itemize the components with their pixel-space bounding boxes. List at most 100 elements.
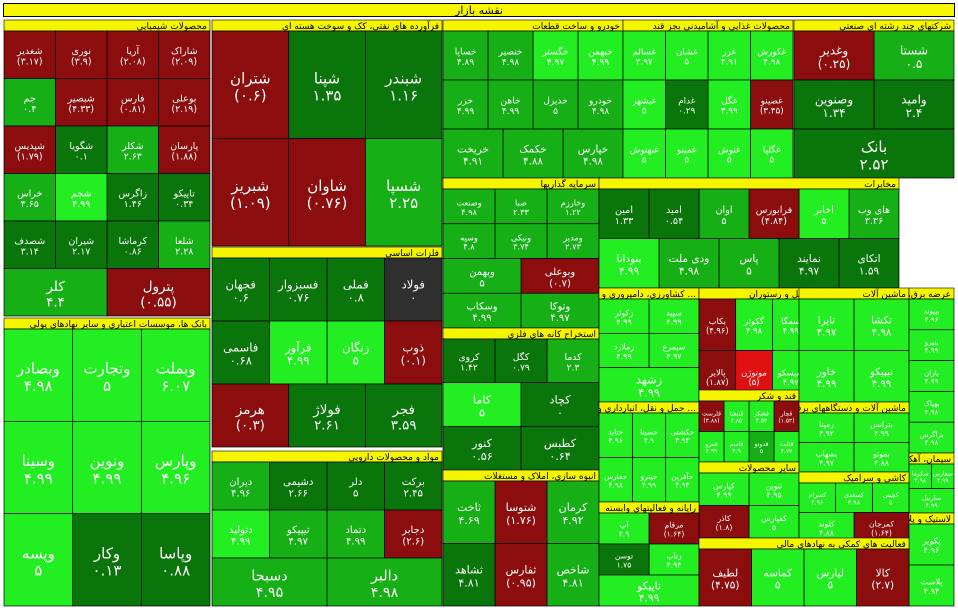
- tile-rect[interactable]: [750, 79, 794, 130]
- tile-rect[interactable]: [665, 128, 709, 179]
- tile-rect[interactable]: [3, 78, 56, 127]
- tile-rect[interactable]: [3, 513, 74, 607]
- tile-rect[interactable]: [748, 188, 800, 239]
- tile-rect[interactable]: [853, 412, 910, 443]
- tile-ذوب[interactable]: ذوب(۰.۱): [384, 320, 443, 385]
- tile-rect[interactable]: [326, 557, 443, 607]
- tile-rect[interactable]: [520, 292, 600, 329]
- tile-rect[interactable]: [502, 128, 564, 179]
- tile-rect[interactable]: [838, 238, 900, 289]
- tile-نوری[interactable]: نوری(۳.۹): [55, 30, 108, 79]
- tile-rect[interactable]: [598, 412, 633, 458]
- tile-rect[interactable]: [442, 382, 522, 427]
- tile-rect[interactable]: [140, 513, 211, 607]
- tile-rect[interactable]: [158, 125, 211, 174]
- tile-rect[interactable]: [3, 30, 56, 79]
- tile-rect[interactable]: [748, 400, 775, 432]
- tile-آپ[interactable]: آپ۴.۹: [598, 512, 650, 545]
- tile-rect[interactable]: [326, 509, 385, 559]
- tile-rect[interactable]: [648, 298, 700, 334]
- tile-rect[interactable]: [908, 298, 955, 331]
- tile-rect[interactable]: [908, 564, 955, 607]
- tile-rect[interactable]: [211, 30, 290, 139]
- tile-rect[interactable]: [908, 329, 955, 361]
- tile-پترول[interactable]: پترول(۰.۵۵): [106, 268, 211, 317]
- tile-rect[interactable]: [269, 320, 328, 385]
- tile-rect[interactable]: [384, 461, 443, 511]
- tile-rect[interactable]: [856, 548, 910, 607]
- tile-rect[interactable]: [723, 400, 750, 432]
- tile-کالا[interactable]: کالا(۲.۷): [856, 548, 910, 607]
- tile-rect[interactable]: [158, 78, 211, 127]
- tile-rect[interactable]: [622, 128, 666, 179]
- tile-rect[interactable]: [698, 400, 725, 432]
- tile-rect[interactable]: [598, 238, 660, 289]
- tile-rect[interactable]: [798, 482, 837, 513]
- tile-فرابورس[interactable]: فرابورس(۴.۸۴): [748, 188, 800, 239]
- tile-rect[interactable]: [384, 320, 443, 385]
- tile-rect[interactable]: [106, 173, 159, 222]
- tile-rect[interactable]: [442, 292, 522, 329]
- tile-بکاب[interactable]: بکاب(۴.۹۶): [698, 298, 737, 351]
- tile-rect[interactable]: [269, 461, 328, 511]
- tile-rect[interactable]: [442, 480, 496, 544]
- tile-rect[interactable]: [442, 258, 522, 294]
- tile-rect[interactable]: [442, 425, 522, 471]
- tile-rect[interactable]: [631, 457, 667, 503]
- tile-rect[interactable]: [793, 128, 955, 179]
- tile-rect[interactable]: [707, 128, 751, 179]
- tile-rect[interactable]: [211, 461, 270, 511]
- tile-rect[interactable]: [288, 30, 366, 139]
- tile-rect[interactable]: [546, 338, 600, 384]
- tile-rect[interactable]: [853, 512, 910, 543]
- tile-rect[interactable]: [442, 188, 496, 225]
- tile-rect[interactable]: [55, 220, 108, 269]
- tile-rect[interactable]: [773, 400, 800, 432]
- tile-rect[interactable]: [658, 238, 720, 289]
- sector-header[interactable]: [598, 177, 900, 190]
- tile-rect[interactable]: [773, 431, 800, 463]
- tile-rect[interactable]: [106, 78, 159, 127]
- tile-rect[interactable]: [707, 79, 751, 130]
- tile-rect[interactable]: [598, 574, 700, 607]
